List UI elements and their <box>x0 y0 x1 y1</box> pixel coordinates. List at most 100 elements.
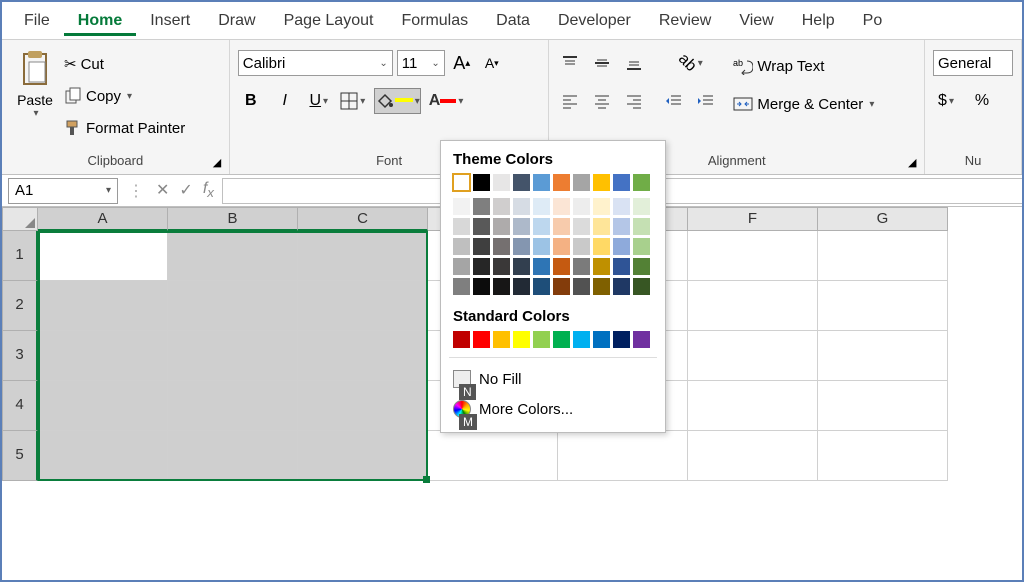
standard-swatch[interactable] <box>473 331 490 348</box>
theme-shade-swatch[interactable] <box>613 258 630 275</box>
theme-shade-swatch[interactable] <box>493 198 510 215</box>
menu-developer[interactable]: Developer <box>544 6 645 36</box>
row-header-1[interactable]: 1 <box>2 231 38 281</box>
menu-insert[interactable]: Insert <box>136 6 204 36</box>
theme-shade-swatch[interactable] <box>593 258 610 275</box>
accounting-format-button[interactable]: $▾ <box>933 88 959 114</box>
merge-center-button[interactable]: Merge & Center ▾ <box>733 90 874 118</box>
cell-C5[interactable] <box>298 431 428 481</box>
name-box[interactable]: A1▾ <box>8 178 118 204</box>
theme-shade-swatch[interactable] <box>593 218 610 235</box>
theme-shade-swatch[interactable] <box>633 218 650 235</box>
enter-formula-button[interactable]: ✓ <box>179 180 192 200</box>
cancel-formula-button[interactable]: ✕ <box>156 180 169 200</box>
cell-B2[interactable] <box>168 281 298 331</box>
theme-shade-swatch[interactable] <box>473 238 490 255</box>
theme-shade-swatch[interactable] <box>473 258 490 275</box>
theme-shade-swatch[interactable] <box>493 238 510 255</box>
menu-review[interactable]: Review <box>645 6 725 36</box>
cell-A4[interactable] <box>38 381 168 431</box>
row-header-3[interactable]: 3 <box>2 331 38 381</box>
cell-E5[interactable] <box>558 431 688 481</box>
align-bottom-button[interactable] <box>621 50 647 76</box>
cell-G4[interactable] <box>818 381 948 431</box>
theme-shade-swatch[interactable] <box>513 218 530 235</box>
font-color-button[interactable]: A▾ <box>429 88 464 114</box>
theme-shade-swatch[interactable] <box>573 198 590 215</box>
theme-shade-swatch[interactable] <box>553 238 570 255</box>
theme-shade-swatch[interactable] <box>633 198 650 215</box>
col-header-f[interactable]: F <box>688 207 818 231</box>
theme-shade-swatch[interactable] <box>553 198 570 215</box>
theme-shade-swatch[interactable] <box>493 258 510 275</box>
standard-swatch[interactable] <box>553 331 570 348</box>
align-center-button[interactable] <box>589 88 615 114</box>
col-header-b[interactable]: B <box>168 207 298 231</box>
theme-swatch[interactable] <box>493 174 510 191</box>
theme-shade-swatch[interactable] <box>613 198 630 215</box>
number-format-select[interactable]: General <box>933 50 1013 76</box>
menu-overflow[interactable]: Po <box>849 6 897 36</box>
paste-button[interactable]: Paste ▾ <box>10 44 60 119</box>
cell-F1[interactable] <box>688 231 818 281</box>
col-header-c[interactable]: C <box>298 207 428 231</box>
theme-shade-swatch[interactable] <box>593 198 610 215</box>
copy-button[interactable]: Copy ▾ <box>64 82 185 110</box>
theme-swatch[interactable] <box>513 174 530 191</box>
cell-A3[interactable] <box>38 331 168 381</box>
col-header-a[interactable]: A <box>38 207 168 231</box>
decrease-indent-button[interactable] <box>661 88 687 114</box>
theme-swatch[interactable] <box>453 174 470 191</box>
theme-shade-swatch[interactable] <box>453 238 470 255</box>
theme-shade-swatch[interactable] <box>553 278 570 295</box>
font-size-select[interactable]: 11⌄ <box>397 50 445 76</box>
fill-color-button[interactable]: ▾ <box>374 88 421 114</box>
theme-swatch[interactable] <box>553 174 570 191</box>
standard-swatch[interactable] <box>613 331 630 348</box>
cell-A5[interactable] <box>38 431 168 481</box>
cell-G2[interactable] <box>818 281 948 331</box>
cell-G3[interactable] <box>818 331 948 381</box>
menu-page-layout[interactable]: Page Layout <box>270 6 388 36</box>
font-name-select[interactable]: Calibri⌄ <box>238 50 393 76</box>
italic-button[interactable]: I <box>272 88 298 114</box>
theme-swatch[interactable] <box>573 174 590 191</box>
cell-G5[interactable] <box>818 431 948 481</box>
cell-B1[interactable] <box>168 231 298 281</box>
increase-font-button[interactable]: A▴ <box>449 50 475 76</box>
standard-swatch[interactable] <box>493 331 510 348</box>
standard-swatch[interactable] <box>453 331 470 348</box>
cell-F3[interactable] <box>688 331 818 381</box>
align-top-button[interactable] <box>557 50 583 76</box>
theme-shade-swatch[interactable] <box>493 218 510 235</box>
underline-button[interactable]: U▾ <box>306 88 332 114</box>
theme-shade-swatch[interactable] <box>573 238 590 255</box>
increase-indent-button[interactable] <box>693 88 719 114</box>
cell-F2[interactable] <box>688 281 818 331</box>
row-header-4[interactable]: 4 <box>2 381 38 431</box>
col-header-g[interactable]: G <box>818 207 948 231</box>
theme-shade-swatch[interactable] <box>513 278 530 295</box>
cut-button[interactable]: ✂ Cut <box>64 50 185 78</box>
theme-shade-swatch[interactable] <box>593 278 610 295</box>
theme-swatch[interactable] <box>613 174 630 191</box>
cell-B5[interactable] <box>168 431 298 481</box>
theme-shade-swatch[interactable] <box>513 198 530 215</box>
theme-shade-swatch[interactable] <box>613 218 630 235</box>
format-painter-button[interactable]: Format Painter <box>64 114 185 142</box>
alignment-dialog-launcher[interactable]: ◢ <box>908 156 922 170</box>
bold-button[interactable]: B <box>238 88 264 114</box>
theme-shade-swatch[interactable] <box>633 238 650 255</box>
theme-shade-swatch[interactable] <box>613 238 630 255</box>
row-header-5[interactable]: 5 <box>2 431 38 481</box>
theme-shade-swatch[interactable] <box>573 258 590 275</box>
theme-swatch[interactable] <box>473 174 490 191</box>
theme-shade-swatch[interactable] <box>633 278 650 295</box>
menu-draw[interactable]: Draw <box>204 6 269 36</box>
cell-C4[interactable] <box>298 381 428 431</box>
theme-shade-swatch[interactable] <box>493 278 510 295</box>
theme-swatch[interactable] <box>593 174 610 191</box>
theme-shade-swatch[interactable] <box>513 238 530 255</box>
cell-A1[interactable] <box>38 231 168 281</box>
theme-shade-swatch[interactable] <box>473 198 490 215</box>
